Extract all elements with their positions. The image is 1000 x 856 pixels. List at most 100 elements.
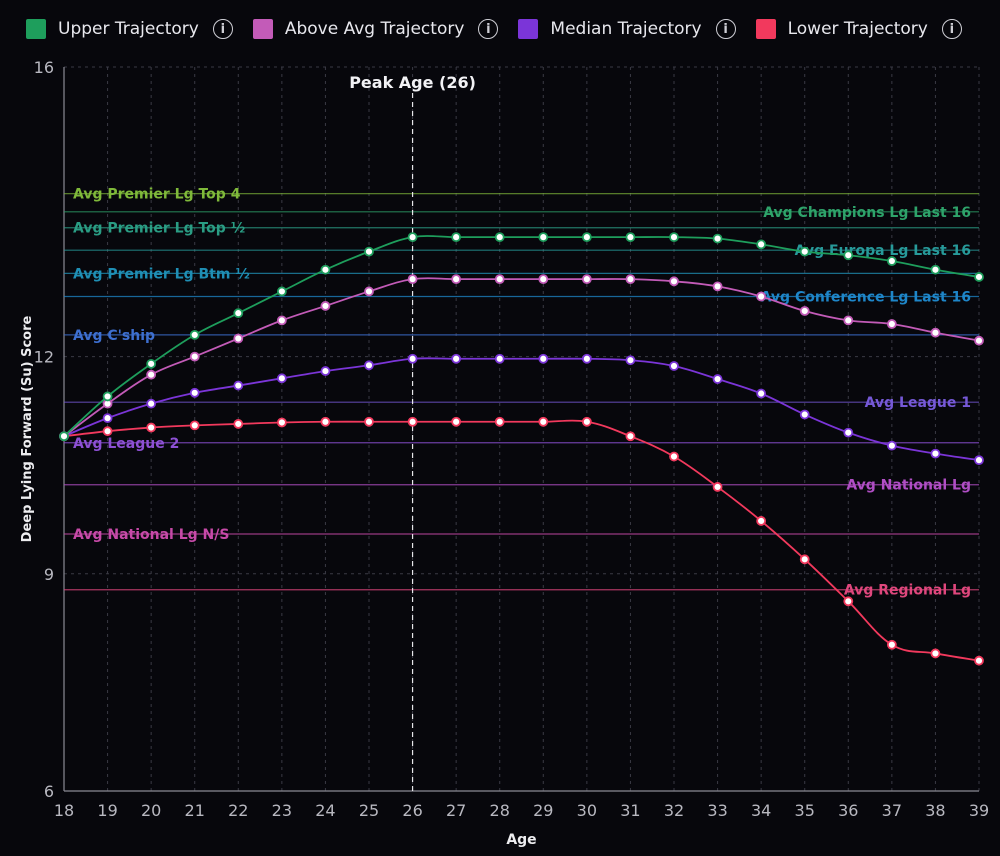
- data-point: [276, 286, 287, 297]
- data-point: [233, 333, 244, 344]
- data-point: [451, 274, 462, 285]
- data-point: [102, 426, 113, 437]
- data-point: [974, 335, 984, 346]
- data-point: [364, 360, 374, 371]
- legend-label-lower: Lower Trajectory: [787, 19, 928, 39]
- data-point: [102, 413, 113, 424]
- data-point: [189, 351, 200, 362]
- data-point: [538, 353, 549, 364]
- data-point: [233, 380, 244, 391]
- data-point: [756, 516, 767, 526]
- data-point: [538, 274, 549, 285]
- data-point: [276, 315, 287, 326]
- legend-swatch-above-avg: [252, 19, 273, 39]
- data-point: [843, 596, 854, 607]
- data-point: [843, 427, 854, 438]
- data-point: [669, 361, 679, 371]
- data-point: [886, 256, 897, 266]
- reference-line-label: Avg Premier Lg Top 4: [73, 187, 241, 203]
- reference-line-label: Avg C'ship: [73, 328, 155, 344]
- x-tick-label: 18: [54, 801, 74, 820]
- data-point: [407, 416, 418, 427]
- x-tick-label: 23: [272, 801, 292, 820]
- x-tick-label: 24: [315, 801, 335, 820]
- data-point: [538, 416, 549, 427]
- data-point: [581, 274, 592, 285]
- data-point: [625, 355, 636, 366]
- legend-item-above-avg[interactable]: Above Avg Trajectory i: [252, 19, 499, 39]
- legend-label-above-avg: Above Avg Trajectory: [284, 19, 465, 39]
- data-point: [930, 448, 941, 459]
- data-point: [625, 431, 636, 442]
- reference-line-label: Avg Regional Lg: [844, 583, 971, 599]
- reference-line-label: Avg League 2: [73, 436, 179, 452]
- legend-item-upper[interactable]: Upper Trajectory i: [26, 19, 233, 39]
- data-point: [930, 327, 941, 338]
- y-tick-label: 12: [34, 348, 54, 367]
- data-point: [276, 373, 287, 384]
- data-point: [407, 232, 418, 243]
- reference-line-label: Avg Premier Lg Btm ½: [73, 266, 250, 282]
- data-point: [799, 306, 810, 316]
- data-point: [146, 398, 157, 409]
- data-point: [843, 250, 854, 261]
- data-point: [625, 274, 636, 285]
- info-icon[interactable]: i: [478, 19, 499, 39]
- data-point: [669, 232, 679, 243]
- data-point: [320, 366, 331, 376]
- y-axis-label: Deep Lying Forward (Su) Score: [20, 315, 35, 542]
- data-point: [494, 416, 505, 427]
- x-tick-label: 22: [228, 801, 248, 820]
- reference-line-label: Avg Europa Lg Last 16: [795, 243, 971, 259]
- data-point: [930, 648, 941, 659]
- y-tick-label: 6: [44, 782, 54, 801]
- data-point: [146, 369, 157, 380]
- data-point: [364, 246, 374, 257]
- reference-line-label: Avg Conference Lg Last 16: [761, 290, 971, 306]
- data-point: [843, 315, 854, 326]
- series-line: [63, 357, 980, 462]
- data-point: [669, 276, 679, 287]
- data-point: [974, 655, 984, 666]
- data-point: [364, 416, 374, 427]
- data-point: [974, 455, 984, 466]
- info-icon[interactable]: i: [715, 19, 736, 39]
- x-tick-label: 33: [707, 801, 727, 820]
- data-point: [712, 482, 723, 492]
- x-tick-label: 38: [925, 801, 945, 820]
- data-point: [320, 264, 331, 275]
- x-tick-label: 30: [577, 801, 597, 820]
- data-point: [189, 387, 200, 398]
- x-tick-label: 37: [882, 801, 902, 820]
- data-point: [538, 232, 549, 243]
- x-tick-label: 34: [751, 801, 771, 820]
- data-point: [886, 440, 897, 451]
- data-point: [451, 353, 462, 364]
- data-point: [886, 639, 897, 650]
- data-point: [233, 308, 244, 319]
- legend-item-lower[interactable]: Lower Trajectory i: [755, 19, 962, 39]
- x-tick-label: 36: [838, 801, 858, 820]
- data-point: [712, 281, 723, 292]
- data-point: [799, 409, 810, 420]
- reference-line-label: Avg Champions Lg Last 16: [763, 205, 971, 221]
- x-tick-label: 29: [533, 801, 553, 820]
- x-tick-label: 21: [185, 801, 205, 820]
- legend-item-median[interactable]: Median Trajectory i: [518, 19, 736, 39]
- data-point: [625, 232, 636, 243]
- info-icon[interactable]: i: [941, 19, 962, 39]
- data-point: [189, 420, 200, 431]
- info-icon[interactable]: i: [212, 19, 233, 39]
- legend-swatch-upper: [26, 19, 46, 39]
- data-point: [494, 353, 505, 364]
- data-point: [756, 239, 767, 250]
- data-point: [189, 329, 200, 340]
- data-point: [756, 291, 767, 302]
- data-point: [59, 431, 69, 442]
- data-point: [320, 301, 331, 311]
- reference-line-label: Avg Premier Lg Top ½: [73, 221, 245, 237]
- legend-label-median: Median Trajectory: [550, 19, 702, 39]
- reference-line-label: Avg League 1: [865, 395, 971, 411]
